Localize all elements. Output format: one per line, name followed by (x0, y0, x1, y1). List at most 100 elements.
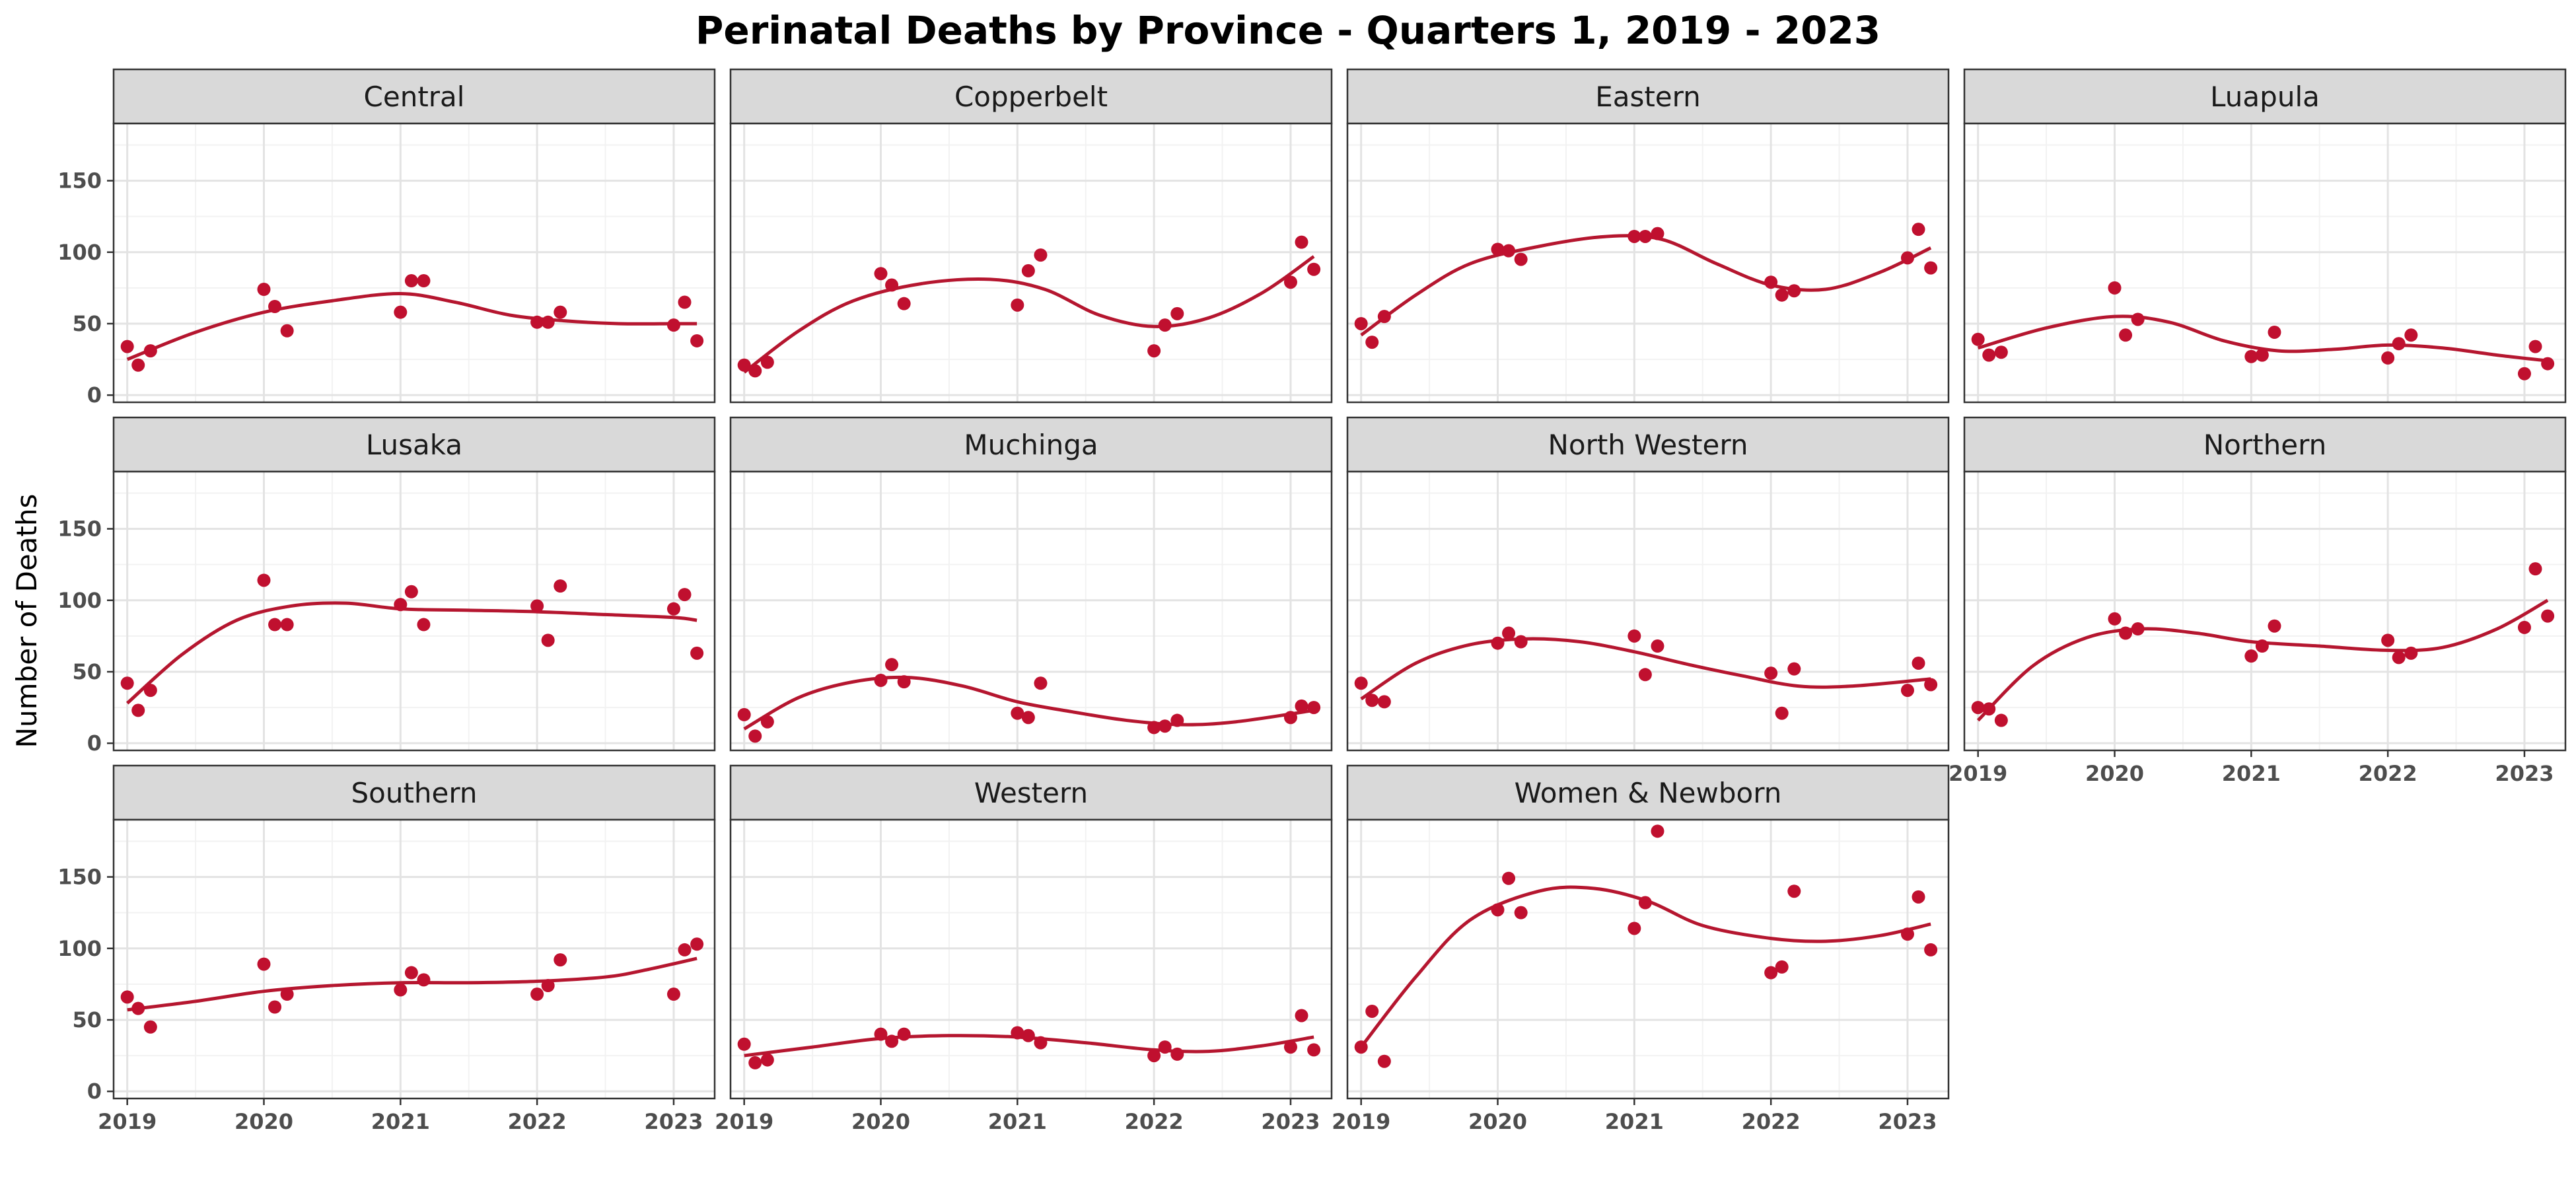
data-point (1764, 667, 1778, 680)
facet-strip-label: North Western (1548, 429, 1748, 461)
data-point (897, 297, 911, 310)
plot-area (731, 472, 1332, 750)
data-point (2131, 312, 2145, 326)
data-point (404, 274, 418, 288)
data-point (2255, 639, 2269, 653)
facet-panel-southern: Southern 0 50 100 150 2019 2020 2021 2022 2023 (57, 764, 716, 1134)
data-point (1628, 629, 1641, 643)
data-point (1514, 635, 1528, 649)
facet-strip (1963, 416, 2567, 473)
panel-border (1963, 470, 2567, 752)
panel-border (1346, 470, 1950, 752)
data-point (2268, 619, 2281, 633)
data-point (1764, 966, 1778, 980)
y-tick-label: 150 (57, 865, 102, 890)
data-point (1924, 943, 1938, 956)
data-point (666, 988, 680, 1001)
data-point (690, 334, 704, 347)
panel-border (729, 122, 1333, 404)
data-point (1295, 235, 1308, 249)
data-point (1354, 676, 1368, 690)
data-point (1295, 699, 1308, 713)
facet-panel-luapula: Luapula (1963, 68, 2567, 404)
data-point (1982, 348, 1996, 362)
panel-border (729, 470, 1333, 752)
data-point (554, 579, 567, 593)
data-point (120, 676, 134, 690)
data-point (394, 305, 408, 319)
x-tick-label: 2019 (1949, 761, 2007, 786)
data-point (1982, 702, 1996, 716)
data-point (143, 684, 157, 698)
data-point (2381, 633, 2395, 647)
data-point (678, 295, 692, 309)
facet-panel-north-western: North Western (1346, 416, 1950, 752)
facet-panel-muchinga: Muchinga (729, 416, 1333, 752)
plot-area (1347, 472, 1949, 750)
x-tick-label: 2023 (1261, 1109, 1320, 1134)
data-point (737, 1037, 751, 1051)
data-point (1900, 251, 1914, 265)
facet-panel-copperbelt: Copperbelt (729, 68, 1333, 404)
y-tick-label: 150 (57, 168, 102, 194)
facet-strip-label: Lusaka (366, 429, 462, 461)
facet-panel-eastern: Eastern (1346, 68, 1950, 404)
data-point (1158, 318, 1172, 332)
data-point (690, 646, 704, 660)
data-point (2517, 367, 2531, 380)
data-point (1307, 1043, 1321, 1057)
data-point (1628, 229, 1641, 243)
x-tick-label: 2022 (508, 1109, 567, 1134)
facet-panel-northern: Northern 2019 2020 2021 2022 2023 (1949, 416, 2567, 786)
data-point (1377, 310, 1391, 324)
data-point (541, 315, 555, 329)
facet-strip (729, 764, 1333, 821)
data-point (874, 673, 888, 687)
data-point (404, 585, 418, 598)
data-point (394, 598, 408, 612)
facet-strip (729, 68, 1333, 125)
data-point (874, 1027, 888, 1041)
data-point (120, 990, 134, 1004)
data-point (690, 937, 704, 951)
data-point (1971, 701, 1985, 715)
y-tick-label: 100 (57, 936, 102, 961)
trend-line (743, 255, 1315, 374)
facet-strip-label: Central (364, 81, 465, 113)
data-point (1924, 678, 1938, 692)
data-point (1651, 824, 1664, 838)
x-tick-label: 2020 (1468, 1109, 1527, 1134)
data-point (417, 973, 431, 987)
data-point (760, 1053, 774, 1067)
data-point (1021, 1028, 1035, 1042)
data-point (1377, 695, 1391, 709)
data-point (1912, 890, 1925, 904)
data-point (1147, 344, 1161, 358)
data-point (2517, 620, 2531, 634)
facet-strip-label: Western (974, 777, 1088, 809)
trend-line (1360, 637, 1931, 701)
data-point (1307, 701, 1321, 715)
facet-panel-central: Central 0 50 100 150 (57, 68, 716, 408)
x-tick-label: 2023 (644, 1109, 703, 1134)
data-point (1283, 275, 1297, 289)
x-tick-label: 2022 (1125, 1109, 1184, 1134)
panel-border (1346, 122, 1950, 404)
y-tick-label: 50 (72, 659, 102, 684)
data-point (530, 315, 544, 329)
data-point (1912, 656, 1925, 670)
facet-strip-label: Women & Newborn (1515, 777, 1782, 809)
data-point (897, 1027, 911, 1041)
x-tick-label: 2021 (2222, 761, 2281, 786)
facet-strip (1346, 764, 1950, 821)
data-point (1283, 711, 1297, 725)
data-point (1170, 1047, 1184, 1061)
data-point (1775, 960, 1789, 974)
facet-strip-label: Copperbelt (954, 81, 1108, 113)
data-point (748, 729, 762, 743)
data-point (2244, 649, 2258, 663)
data-point (1651, 227, 1664, 240)
data-point (268, 618, 282, 631)
facet-strip-label: Luapula (2210, 81, 2320, 113)
data-point (1638, 896, 1652, 910)
